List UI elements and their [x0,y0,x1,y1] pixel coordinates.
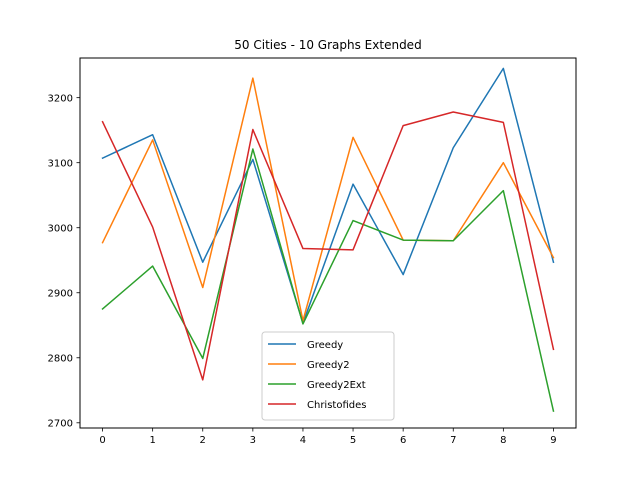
y-axis: 2700 2800 2900 3000 3100 3200 [48,93,80,429]
series-layer [101,67,555,412]
legend-box [261,331,395,421]
x-tick-label: 5 [350,435,356,446]
series-line-greedy [101,67,555,325]
y-tick-label: 2800 [48,353,73,364]
y-tick-label: 2900 [48,288,73,299]
series-line-christofides [101,111,555,381]
plot-frame [79,57,577,429]
x-tick-label: 8 [500,435,506,446]
x-tick-label: 1 [149,435,155,446]
x-tick-label: 4 [300,435,306,446]
y-tick-label: 3200 [48,93,73,104]
x-tick-label: 2 [200,435,206,446]
series-line-greedy2ext [101,148,555,412]
x-tick-label: 9 [550,435,556,446]
y-tick-label: 3000 [48,223,73,234]
x-tick-label: 7 [450,435,456,446]
x-tick-label: 3 [250,435,256,446]
legend-label-greedy: Greedy [307,340,343,351]
y-tick-label: 2700 [48,418,73,429]
series-line-greedy2 [101,77,555,322]
x-tick-label: 0 [99,435,105,446]
y-tick-label: 3100 [48,158,73,169]
legend: Greedy Greedy2 Greedy2Ext Christofides [261,331,395,421]
legend-label-greedy2ext: Greedy2Ext [307,380,366,391]
chart-title: 50 Cities - 10 Graphs Extended [234,38,421,52]
x-tick-label: 6 [400,435,406,446]
x-axis: 0 1 2 3 4 5 6 7 8 9 [99,428,557,446]
legend-label-greedy2: Greedy2 [307,360,350,371]
legend-label-christofides: Christofides [307,400,366,411]
